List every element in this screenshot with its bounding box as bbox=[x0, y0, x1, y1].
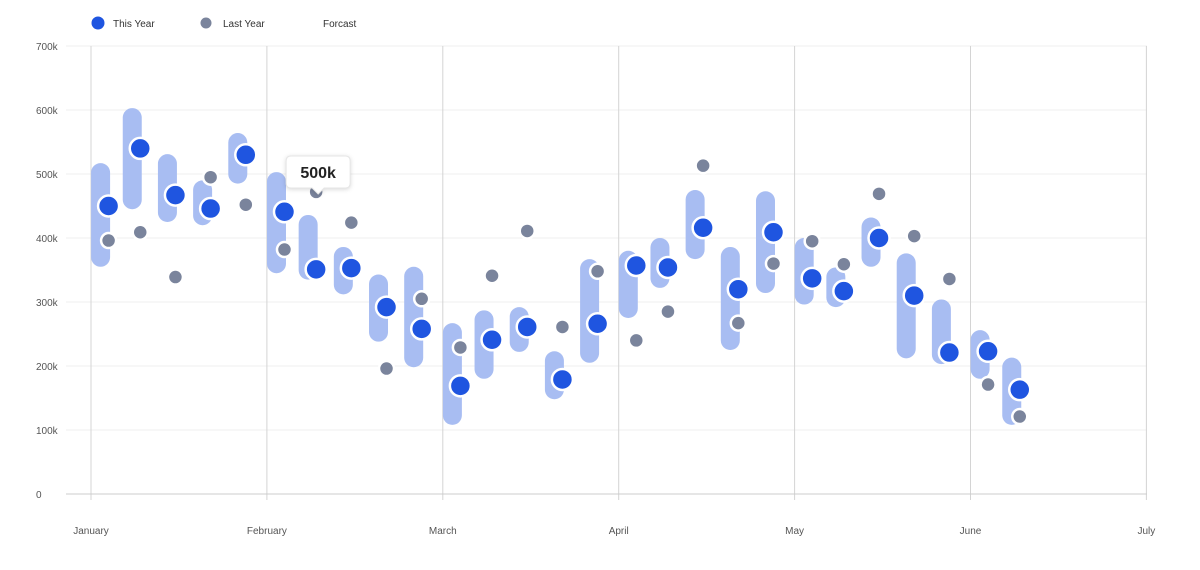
last-year-point bbox=[201, 168, 220, 186]
last-year-point bbox=[764, 254, 783, 273]
this-year-point bbox=[691, 216, 715, 240]
last-year-point bbox=[412, 290, 431, 308]
this-year-point bbox=[624, 253, 649, 278]
last-year-point bbox=[659, 302, 677, 321]
last-year-point bbox=[451, 338, 470, 357]
tooltip-box bbox=[285, 155, 351, 195]
last-year-point bbox=[835, 255, 853, 273]
x-tick-label: March bbox=[429, 526, 457, 537]
this-year-point bbox=[480, 328, 504, 352]
x-tick-label: May bbox=[785, 526, 804, 537]
tooltip: 500k bbox=[285, 155, 351, 195]
this-year-point bbox=[163, 183, 188, 207]
last-year-point bbox=[803, 232, 821, 250]
x-tick-label: June bbox=[960, 526, 982, 537]
forecast-bar bbox=[896, 253, 916, 359]
y-tick-label: 700k bbox=[36, 42, 59, 53]
this-year-point bbox=[902, 283, 926, 308]
x-tick-label: July bbox=[1138, 526, 1156, 537]
last-year-point bbox=[870, 185, 888, 203]
this-year-point bbox=[867, 226, 891, 250]
y-tick-label: 0 bbox=[36, 490, 42, 501]
x-tick-label: January bbox=[73, 526, 109, 537]
this-year-layer bbox=[96, 136, 1032, 402]
last-year-point bbox=[275, 240, 294, 259]
this-year-point bbox=[409, 317, 434, 341]
forecast-bar bbox=[442, 323, 462, 425]
this-year-point bbox=[726, 277, 751, 301]
this-year-point bbox=[198, 196, 223, 221]
x-tick-label: April bbox=[609, 526, 629, 537]
this-year-point bbox=[976, 339, 1000, 364]
this-year-point bbox=[1008, 377, 1032, 402]
last-year-point bbox=[1011, 407, 1029, 426]
y-tick-label: 200k bbox=[36, 362, 59, 373]
last-year-point bbox=[553, 318, 572, 336]
legend-this-year-label: This Year bbox=[113, 19, 155, 30]
this-year-point bbox=[304, 257, 328, 282]
last-year-point bbox=[905, 227, 923, 245]
tooltip-text: 500k bbox=[300, 165, 336, 182]
legend: This Year Last Year Forcast bbox=[89, 14, 357, 32]
last-year-point bbox=[729, 314, 748, 332]
this-year-point bbox=[234, 143, 258, 167]
y-tick-label: 600k bbox=[36, 106, 59, 117]
y-tick-label: 500k bbox=[36, 170, 59, 181]
last-year-point bbox=[694, 156, 712, 175]
this-year-point bbox=[374, 295, 399, 319]
legend-last-year-marker bbox=[198, 15, 214, 31]
last-year-point bbox=[166, 268, 185, 286]
y-tick-label: 400k bbox=[36, 234, 59, 245]
last-year-point bbox=[342, 213, 361, 232]
this-year-point bbox=[937, 340, 962, 365]
last-year-point bbox=[99, 231, 118, 250]
this-year-point bbox=[96, 194, 121, 218]
legend-forecast-label: Forcast bbox=[323, 19, 357, 30]
this-year-point bbox=[272, 200, 297, 224]
this-year-point bbox=[761, 220, 786, 244]
this-year-point bbox=[448, 374, 473, 398]
last-year-point bbox=[237, 195, 255, 214]
last-year-point bbox=[940, 270, 959, 288]
x-tick-label: February bbox=[247, 526, 287, 537]
legend-last-year-label: Last Year bbox=[223, 19, 265, 30]
last-year-point bbox=[588, 262, 607, 281]
last-year-point bbox=[377, 359, 396, 378]
y-tick-label: 100k bbox=[36, 426, 59, 437]
grid-layer bbox=[66, 45, 1147, 500]
this-year-point bbox=[550, 367, 575, 392]
this-year-point bbox=[800, 266, 824, 291]
forecast-bar bbox=[404, 266, 424, 368]
forecast-bar bbox=[122, 108, 142, 210]
this-year-point bbox=[128, 136, 153, 161]
this-year-point bbox=[656, 255, 680, 280]
last-year-point bbox=[483, 267, 501, 285]
this-year-point bbox=[339, 256, 364, 280]
last-year-point bbox=[979, 375, 997, 394]
this-year-point bbox=[832, 279, 856, 303]
y-tick-label: 300k bbox=[36, 298, 59, 309]
forecast-bar bbox=[580, 259, 600, 363]
last-year-point bbox=[518, 222, 536, 240]
axis-layer: 0 100k 200k 300k 400k 500k 600k 700k January Febr… bbox=[36, 42, 1155, 537]
last-year-point bbox=[131, 223, 150, 241]
this-year-point bbox=[585, 312, 610, 336]
this-year-point bbox=[515, 315, 539, 339]
legend-this-year-marker bbox=[89, 14, 107, 32]
last-year-point bbox=[627, 331, 646, 350]
